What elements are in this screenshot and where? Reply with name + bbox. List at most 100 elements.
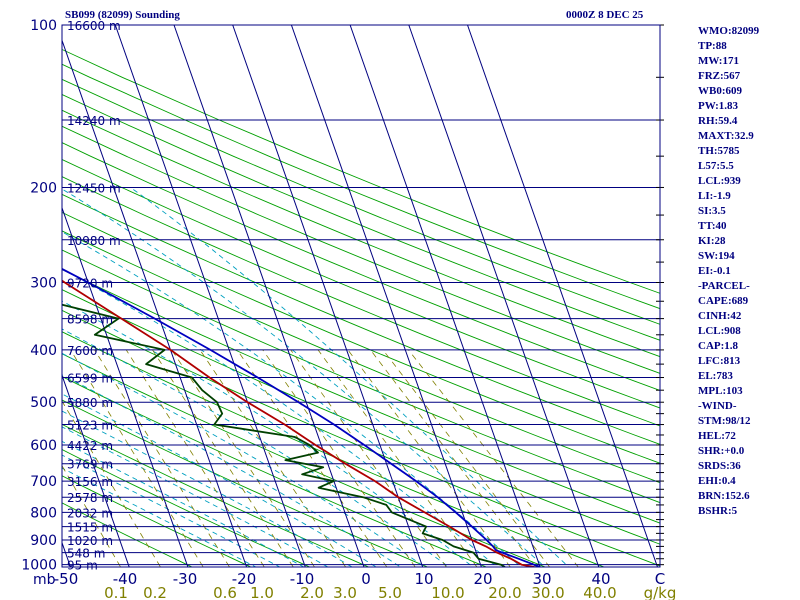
height-label: 12450 m (67, 181, 121, 195)
dry-adiabat (62, 176, 660, 427)
moist-adiabat (62, 467, 257, 567)
isotherm (232, 25, 424, 567)
isotherm (114, 25, 306, 567)
mixing-ratio-label: 40.0 (583, 584, 616, 600)
dry-adiabat (62, 125, 660, 374)
temperature-tick-label: -10 (290, 570, 315, 588)
stat-line: SW:194 (698, 250, 735, 262)
pressure-unit-label: mb (33, 572, 56, 588)
moist-adiabat (62, 410, 353, 567)
temperature-tick-label: -50 (54, 570, 79, 588)
dry-adiabat (62, 193, 660, 445)
stat-line: EL:783 (698, 370, 733, 382)
stat-line: MW:171 (698, 55, 739, 67)
stat-line: PW:1.83 (698, 100, 739, 112)
stat-line: HEL:72 (698, 430, 736, 442)
stat-line: EI:-0.1 (698, 265, 731, 277)
height-label: 2578 m (67, 491, 113, 505)
dry-adiabat (62, 211, 660, 464)
height-label: 3769 m (67, 458, 113, 472)
mixing-ratio-label: 0.1 (104, 584, 128, 600)
stat-line: LCL:939 (698, 175, 741, 187)
isotherm (467, 25, 659, 567)
stat-line: RH:59.4 (698, 115, 738, 127)
plot-background (62, 25, 660, 567)
stat-line: L57:5.5 (698, 160, 734, 172)
isotherm (62, 38, 248, 567)
mixing-ratio-line (347, 349, 511, 567)
pressure-tick-label: 500 (30, 395, 57, 411)
mixing-ratio-label: 10.0 (431, 584, 464, 600)
pressure-tick-label: 400 (30, 343, 57, 359)
plot-frame (61, 24, 661, 568)
stat-line: TT:40 (698, 220, 727, 232)
dry-adiabat (62, 230, 660, 484)
stat-line: SHR:+0.0 (698, 445, 745, 457)
moist-adiabat (62, 393, 378, 567)
moist-adiabat (130, 187, 570, 567)
temperature-tick-label: C (655, 570, 665, 588)
dry-adiabat (62, 109, 660, 358)
mixing-ratio-line (262, 349, 416, 567)
pressure-tick-label: 1000 (21, 558, 57, 574)
stat-line: FRZ:567 (698, 70, 741, 82)
pressure-tick-label: 600 (30, 438, 57, 454)
height-label: 9720 m (67, 276, 113, 290)
dry-adiabat (62, 63, 660, 310)
dry-adiabat (62, 249, 660, 504)
mixing-ratio-line (290, 349, 447, 567)
stat-line: CAP:1.8 (698, 340, 739, 352)
mixing-ratio-line (199, 349, 347, 567)
height-label: 10980 m (67, 234, 121, 248)
height-label: 1515 m (67, 521, 113, 535)
mixing-ratio-label: 1.0 (250, 584, 274, 600)
dry-adiabat (62, 142, 660, 391)
stat-line: LCL:908 (698, 325, 741, 337)
dry-adiabat (62, 48, 660, 294)
moist-adiabat (62, 188, 546, 567)
pressure-tick-label: 900 (30, 533, 57, 549)
parcel-trace (62, 267, 541, 567)
dry-adiabat (62, 289, 660, 545)
temperature-tick-label: 40 (591, 570, 610, 588)
pressure-tick-label: 200 (30, 180, 57, 196)
dry-adiabat (62, 94, 660, 341)
dewpoint-trace (62, 303, 506, 567)
temperature-tick-label: -20 (232, 570, 257, 588)
moist-adiabat (62, 268, 498, 567)
mixing-ratio-line (152, 349, 294, 567)
stat-line: LI:-1.9 (698, 190, 731, 202)
stat-line: EHI:0.4 (698, 475, 736, 487)
height-label: 5880 m (67, 396, 113, 410)
stat-line: TH:5785 (698, 145, 740, 157)
mixing-ratio-line (125, 349, 265, 567)
temperature-tick-label: 10 (414, 570, 433, 588)
dry-adiabat (62, 309, 660, 567)
stat-line: BSHR:5 (698, 505, 738, 517)
moist-adiabat (62, 231, 522, 567)
stat-line: KI:28 (698, 235, 726, 247)
dry-adiabat (62, 399, 429, 567)
mixing-ratio-label: 0.2 (143, 584, 167, 600)
mixing-ratio-label: 20.0 (488, 584, 521, 600)
pressure-tick-label: 700 (30, 474, 57, 490)
stat-line: SI:3.5 (698, 205, 726, 217)
isotherm (0, 25, 15, 576)
moist-adiabat (62, 328, 450, 567)
mixing-ratio-label: g/kg (644, 584, 677, 600)
isotherm (349, 25, 541, 567)
mixing-ratio-label: 5.0 (378, 584, 402, 600)
stat-line: STM:98/12 (698, 415, 751, 427)
mixing-ratio-line (408, 349, 579, 567)
stat-line: TP:88 (698, 40, 727, 52)
isotherm (173, 25, 365, 567)
moist-adiabat (62, 454, 281, 567)
mixing-ratio-line (382, 349, 551, 567)
height-label: 548 m (67, 547, 105, 561)
height-label: 7600 m (67, 344, 113, 358)
height-label: 3156 m (67, 475, 113, 489)
mixing-ratio-line (317, 349, 478, 567)
mixing-ratio-line (236, 349, 388, 567)
moist-adiabat (62, 300, 474, 567)
